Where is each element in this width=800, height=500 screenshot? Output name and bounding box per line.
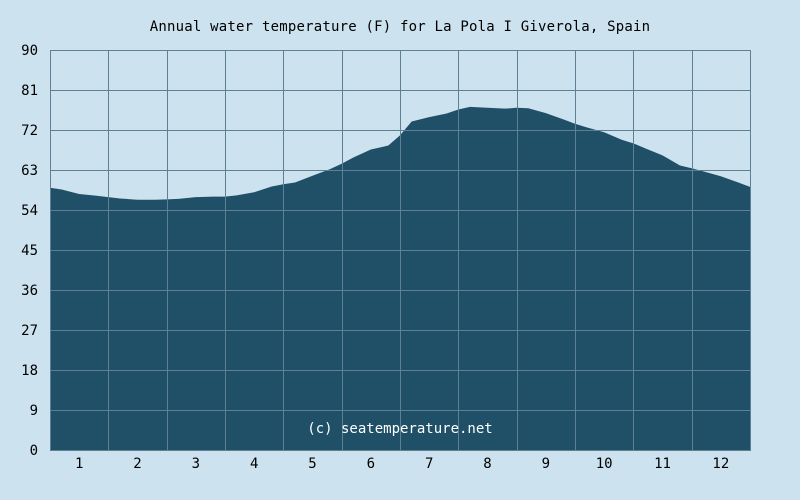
y-tick-label: 54 bbox=[21, 203, 38, 219]
x-tick-label: 1 bbox=[75, 456, 83, 472]
y-tick-label: 36 bbox=[21, 283, 38, 299]
y-tick-label: 63 bbox=[21, 163, 38, 179]
grid-layer bbox=[50, 50, 750, 450]
y-tick-label: 9 bbox=[30, 403, 38, 419]
watermark: (c) seatemperature.net bbox=[307, 421, 492, 437]
y-tick-label: 72 bbox=[21, 123, 38, 139]
x-tick-label: 10 bbox=[596, 456, 613, 472]
chart-title: Annual water temperature (F) for La Pola… bbox=[149, 19, 651, 35]
x-tick-label: 6 bbox=[367, 456, 375, 472]
x-tick-label: 11 bbox=[654, 456, 671, 472]
x-tick-label: 12 bbox=[712, 456, 729, 472]
x-tick-label: 9 bbox=[542, 456, 550, 472]
x-tick-label: 5 bbox=[308, 456, 316, 472]
y-tick-label: 27 bbox=[21, 323, 38, 339]
y-tick-label: 45 bbox=[21, 243, 38, 259]
plot-border bbox=[50, 50, 751, 451]
x-tick-label: 4 bbox=[250, 456, 258, 472]
x-tick-label: 3 bbox=[192, 456, 200, 472]
x-tick-label: 7 bbox=[425, 456, 433, 472]
y-tick-label: 0 bbox=[30, 443, 38, 459]
x-tick-label: 2 bbox=[133, 456, 141, 472]
y-tick-label: 18 bbox=[21, 363, 38, 379]
y-tick-label: 90 bbox=[21, 43, 38, 59]
y-tick-label: 81 bbox=[21, 83, 38, 99]
x-tick-label: 8 bbox=[483, 456, 491, 472]
